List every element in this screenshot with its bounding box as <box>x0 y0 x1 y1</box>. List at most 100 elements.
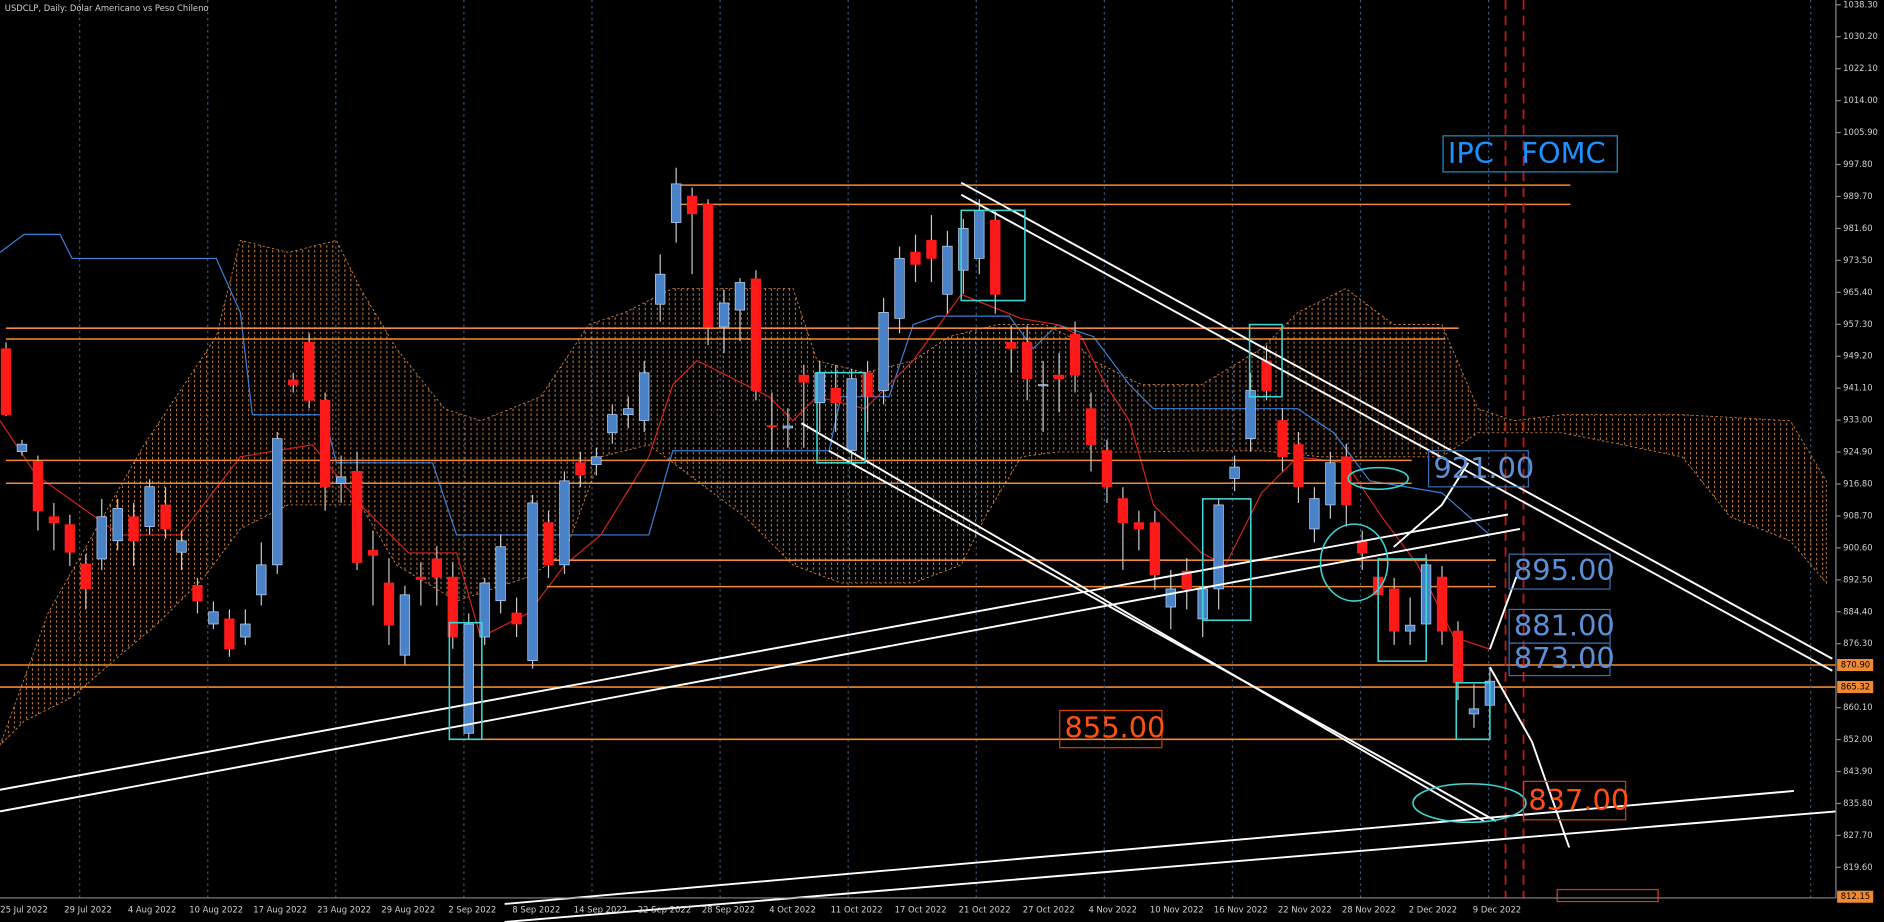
x-tick-label: 11 Oct 2022 <box>831 904 883 914</box>
candle-body <box>734 282 746 311</box>
candle-body <box>367 549 379 556</box>
y-tick-label: 876.30 <box>1843 638 1872 648</box>
y-tick-label: 973.50 <box>1843 255 1872 265</box>
candle-body <box>192 585 203 602</box>
price-marker <box>1837 659 1874 672</box>
candle-body <box>32 461 44 512</box>
y-tick-label: 1022.10 <box>1843 63 1878 73</box>
ichimoku-cloud <box>0 239 1827 746</box>
candle-body <box>607 414 618 434</box>
candle-body <box>702 204 714 328</box>
candle-body <box>1229 466 1240 479</box>
candle-body <box>543 522 554 566</box>
candle-body <box>1452 630 1464 684</box>
candle-body <box>176 540 187 553</box>
candle-body <box>718 302 730 328</box>
candle-body <box>910 251 921 265</box>
candle-body <box>1245 390 1256 440</box>
y-tick-label: 819.60 <box>1843 862 1872 872</box>
candle-body <box>974 209 985 259</box>
candle-body <box>639 372 650 421</box>
x-tick-label: 17 Aug 2022 <box>253 904 307 914</box>
x-tick-label: 22 Sep 2022 <box>638 904 691 914</box>
x-tick-label: 17 Oct 2022 <box>895 904 947 914</box>
candle-body <box>990 219 1001 295</box>
y-tick-label: 924.90 <box>1843 447 1872 457</box>
candle-body <box>958 228 969 271</box>
candle-body <box>894 258 905 319</box>
y-tick-label: 900.60 <box>1843 542 1872 552</box>
candle-body <box>1261 360 1272 391</box>
y-tick-label: 997.80 <box>1843 159 1872 169</box>
candle-body <box>1101 450 1113 488</box>
annotation-box <box>1059 709 1163 749</box>
annotation-box <box>1508 642 1611 677</box>
y-tick-label: 933.00 <box>1843 415 1872 425</box>
x-tick-label: 22 Nov 2022 <box>1278 904 1332 914</box>
candle-body <box>1309 498 1320 530</box>
chart-title: USDCLP, Daily: Dólar Americano vs Peso C… <box>5 3 209 13</box>
candle-body <box>830 387 841 404</box>
y-tick-label: 989.70 <box>1843 191 1872 201</box>
level-label: 837.00 <box>1528 783 1629 817</box>
level-label: 873.00 <box>1514 641 1615 675</box>
candle-body <box>1293 444 1304 488</box>
x-tick-label: 4 Aug 2022 <box>128 904 177 914</box>
candle-body <box>447 576 458 638</box>
candle-body <box>559 480 570 566</box>
x-tick-label: 28 Sep 2022 <box>702 904 755 914</box>
level-lines <box>6 184 1571 741</box>
candle-body <box>1468 708 1480 715</box>
y-tick-label: 827.70 <box>1843 830 1872 840</box>
candle-body <box>0 348 12 415</box>
candle-body <box>1181 570 1192 590</box>
annotations: IPC FOMC 921.00 895.00 881.00 873.00 855… <box>1059 135 1659 903</box>
candle-body <box>1341 456 1352 506</box>
candle-body <box>304 342 315 401</box>
highlight-shapes <box>448 209 1527 824</box>
y-tick-label: 892.50 <box>1843 574 1872 584</box>
y-tick-label: 1005.90 <box>1843 127 1878 137</box>
candle-body <box>80 563 91 590</box>
y-tick-label: 860.10 <box>1843 702 1872 712</box>
x-tick-label: 29 Aug 2022 <box>381 904 435 914</box>
x-tick-label: 2 Sep 2022 <box>448 904 496 914</box>
candle-body <box>256 564 267 596</box>
x-tick-label: 10 Nov 2022 <box>1150 904 1204 914</box>
candle-body <box>1069 333 1081 376</box>
candle-body <box>351 471 363 563</box>
candle-body <box>1325 462 1336 506</box>
candle-body <box>1277 420 1288 458</box>
candle-body <box>208 611 219 625</box>
x-tick-label: 21 Oct 2022 <box>959 904 1011 914</box>
x-tick-label: 28 Nov 2022 <box>1342 904 1396 914</box>
candle-body <box>288 379 299 385</box>
candle-body <box>272 438 283 566</box>
y-tick-label: 843.90 <box>1843 766 1872 776</box>
level-label: 921.00 <box>1433 451 1534 485</box>
y-tick-label: 1030.20 <box>1843 31 1878 41</box>
y-tick-label: 941.10 <box>1843 383 1872 393</box>
y-tick-label: 965.40 <box>1843 287 1872 297</box>
candle-body <box>862 372 873 397</box>
x-tick-label: 2 Dec 2022 <box>1409 904 1457 914</box>
price-marker-label: 870.90 <box>1841 660 1870 670</box>
candle-body <box>1404 624 1416 632</box>
x-tick-label: 9 Dec 2022 <box>1473 904 1521 914</box>
x-tick-label: 16 Nov 2022 <box>1214 904 1268 914</box>
price-marker-label: 812.15 <box>1841 891 1870 901</box>
x-tick-label: 4 Nov 2022 <box>1088 904 1136 914</box>
annotation-box <box>1508 553 1611 590</box>
candle-body <box>463 623 474 734</box>
y-tick-label: 908.70 <box>1843 510 1872 520</box>
candle-body <box>240 623 251 638</box>
candle-body <box>96 516 107 560</box>
candle-body <box>655 273 666 305</box>
candle-body <box>926 239 937 259</box>
x-tick-label: 14 Sep 2022 <box>574 904 627 914</box>
candle-body <box>782 425 794 429</box>
x-tick-label: 25 Jul 2022 <box>0 904 48 914</box>
x-tick-label: 10 Aug 2022 <box>189 904 243 914</box>
kijun-line <box>0 233 1491 536</box>
